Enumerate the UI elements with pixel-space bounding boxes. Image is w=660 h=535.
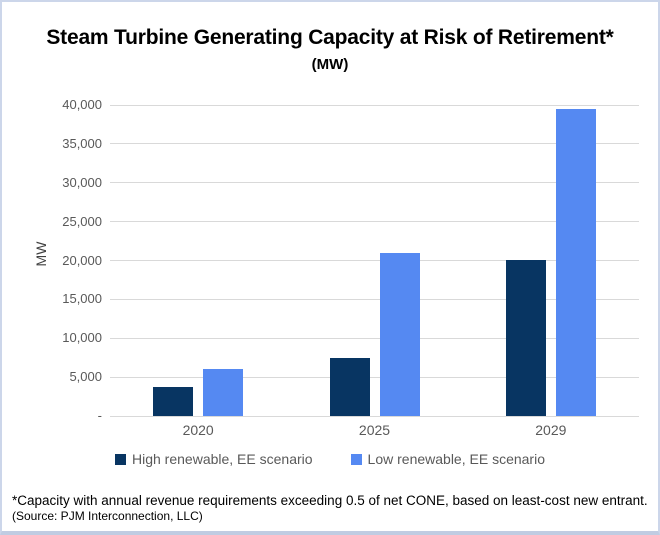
gridline [110, 298, 639, 300]
y-tick-label: 40,000 [62, 97, 102, 112]
footnote: *Capacity with annual revenue requiremen… [12, 492, 657, 524]
legend-swatch-low-renewable [350, 453, 362, 465]
footnote-source: (Source: PJM Interconnection, LLC) [12, 509, 203, 523]
y-tick-label: 30,000 [62, 174, 102, 190]
gridline [110, 182, 639, 184]
footnote-text: *Capacity with annual revenue requiremen… [12, 493, 648, 508]
x-axis-labels: 2020 2025 2029 [110, 422, 639, 440]
legend-item-high-renewable: High renewable, EE scenario [115, 451, 313, 467]
y-tick-label: 15,000 [62, 291, 102, 307]
y-axis-ticks: - 5,000 10,000 15,000 20,000 25,000 30,000 35,0… [20, 97, 102, 423]
y-tick-label: 10,000 [62, 330, 102, 346]
x-tick-label: 2029 [535, 422, 567, 438]
plot-area [110, 104, 639, 417]
legend: High renewable, EE scenario Low renewabl… [2, 451, 658, 467]
legend-label-low-renewable: Low renewable, EE scenario [367, 451, 545, 467]
chart-title: Steam Turbine Generating Capacity at Ris… [46, 26, 614, 49]
y-tick-label: 25,000 [62, 213, 102, 229]
y-tick-label: - [97, 408, 102, 423]
x-tick-label: 2020 [182, 422, 214, 438]
bar-2025-high-renewable [329, 358, 370, 416]
legend-label-high-renewable: High renewable, EE scenario [132, 451, 313, 467]
bar-2020-low-renewable [203, 369, 244, 416]
bar-2029-low-renewable [555, 109, 596, 416]
bar-2025-low-renewable [379, 253, 420, 416]
gridline [110, 221, 639, 223]
y-tick-label: 35,000 [62, 135, 102, 151]
y-tick-label: 5,000 [69, 369, 102, 385]
y-tick-label: 20,000 [62, 252, 102, 268]
gridline [110, 337, 639, 339]
gridline [110, 415, 639, 417]
gridline [110, 104, 639, 106]
bar-2020-high-renewable [153, 387, 194, 416]
legend-swatch-high-renewable [115, 453, 126, 465]
x-tick-label: 2025 [358, 422, 391, 438]
gridline [110, 260, 639, 261]
bar-2029-high-renewable [505, 260, 546, 416]
gridline [110, 376, 639, 378]
gridline [110, 143, 639, 145]
chart-subtitle: (MW) [311, 56, 349, 73]
legend-item-low-renewable: Low renewable, EE scenario [350, 451, 545, 467]
